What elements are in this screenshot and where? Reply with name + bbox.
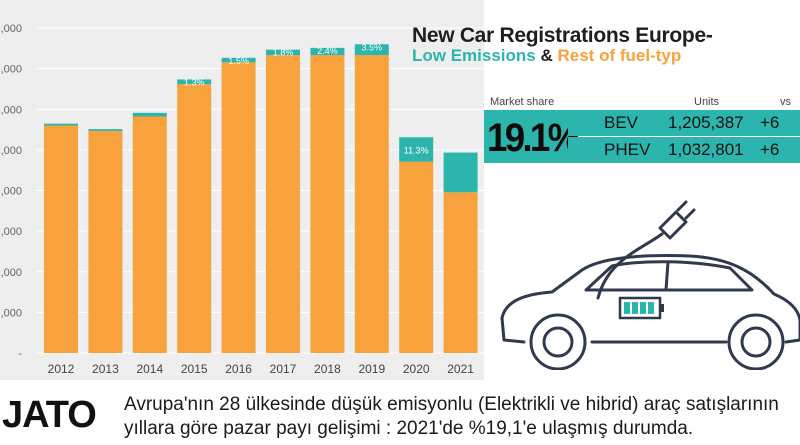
data-label-2020: 11.3% [404, 145, 429, 155]
y-tick-label: ,000 [1, 64, 22, 76]
bar-rest-2020 [399, 161, 434, 353]
x-tick-label: 2013 [92, 362, 119, 376]
x-tick-label: 2021 [447, 362, 474, 376]
x-tick-label: 2014 [136, 362, 163, 376]
y-tick-label: ,000 [1, 104, 22, 116]
data-label-2016: 1.5% [228, 56, 249, 66]
y-tick-label: ,000 [1, 186, 22, 198]
electric-car-illustration [500, 200, 800, 370]
bar-low-2017 [266, 49, 300, 56]
y-tick-label: ,000 [1, 307, 22, 319]
x-tick-label: 2016 [225, 362, 252, 376]
market-share-box: 19.1% [484, 110, 580, 163]
bar-low-2015 [177, 79, 212, 84]
footer: JATO Avrupa'nın 28 ülkesinde düşük emisy… [0, 380, 800, 445]
data-label-2019: 3.5% [362, 42, 383, 52]
chart-subtitle: Low Emissions & Rest of fuel-typ [412, 46, 681, 66]
bar-low-2018 [310, 47, 345, 56]
row-vs: +6 [760, 113, 780, 132]
row-vs: +6 [760, 140, 780, 159]
row-units: 1,032,801 [668, 140, 744, 159]
bar-low-2013 [88, 129, 123, 131]
y-tick-label: ,000 [1, 226, 22, 238]
summary-table: Market share Units vs 19.1% BEV 1,205,38… [484, 93, 800, 173]
bar-rest-2018 [310, 55, 345, 353]
header-vs: vs [780, 96, 791, 108]
bar-rest-2014 [132, 116, 167, 353]
x-tick-label: 2020 [403, 362, 430, 376]
bar-low-2014 [132, 112, 167, 117]
header-market-share: Market share [490, 96, 555, 108]
row-units: 1,205,387 [668, 113, 744, 132]
bar-rest-2019 [354, 55, 389, 353]
x-tick-label: 2018 [314, 362, 341, 376]
bar-rest-2015 [177, 83, 212, 353]
front-wheel-icon [529, 313, 587, 370]
table-row-phev: PHEV 1,032,801 +6 [568, 137, 800, 163]
bar-low-2012 [44, 123, 78, 126]
header-units: Units [694, 96, 720, 108]
bar-low-2021 [443, 152, 478, 193]
data-label-2017: 1.8% [273, 48, 294, 58]
x-tick-label: 2012 [48, 362, 75, 376]
y-tick-label: ,000 [1, 267, 22, 279]
rear-wheel-icon [727, 313, 785, 370]
bar-low-2019 [354, 44, 389, 56]
x-tick-label: 2017 [270, 362, 297, 376]
chart-title: New Car Registrations Europe- [412, 24, 713, 47]
charging-cable-icon [596, 232, 664, 300]
charging-plug-icon [658, 200, 696, 240]
jato-logo: JATO [2, 394, 97, 436]
caption-line-2: yıllara göre pazar payı gelişimi : 2021'… [124, 418, 694, 439]
bar-rest-2017 [266, 55, 300, 353]
data-label-2018: 2.4% [317, 46, 338, 56]
table-row-bev: BEV 1,205,387 +6 [568, 110, 800, 136]
y-tick-label: ,000 [1, 23, 22, 35]
bar-low-2020 [399, 137, 434, 162]
subtitle-low-emissions: Low Emissions [412, 46, 536, 65]
stacked-bar-chart: ,000 ,000 ,000 ,000 ,000 ,000 ,000 ,000 - 2012 201… [1, 23, 484, 376]
bar-low-2016 [221, 57, 256, 63]
data-label-2015: 1.3% [184, 77, 205, 87]
x-tick-label: 2019 [358, 362, 385, 376]
car-body-icon [500, 254, 800, 344]
bar-rest-2016 [221, 62, 256, 354]
row-label: BEV [604, 113, 639, 132]
chart-area: ,000 ,000 ,000 ,000 ,000 ,000 ,000 ,000 - 2012 201… [0, 0, 484, 380]
bar-rest-2013 [88, 130, 123, 353]
y-tick-label: ,000 [1, 145, 22, 157]
bar-rest-2012 [44, 125, 78, 353]
y-tick-label: - [18, 348, 22, 360]
subtitle-rest-fuel: Rest of fuel-typ [557, 46, 682, 65]
battery-icon [618, 296, 664, 320]
bar-rest-2021 [443, 192, 478, 353]
caption-line-1: Avrupa'nın 28 ülkesinde düşük emisyonlu … [124, 394, 779, 415]
market-share-value: 19.1% [487, 116, 580, 160]
subtitle-ampersand: & [540, 46, 553, 65]
x-tick-label: 2015 [181, 362, 208, 376]
row-label: PHEV [604, 140, 651, 159]
